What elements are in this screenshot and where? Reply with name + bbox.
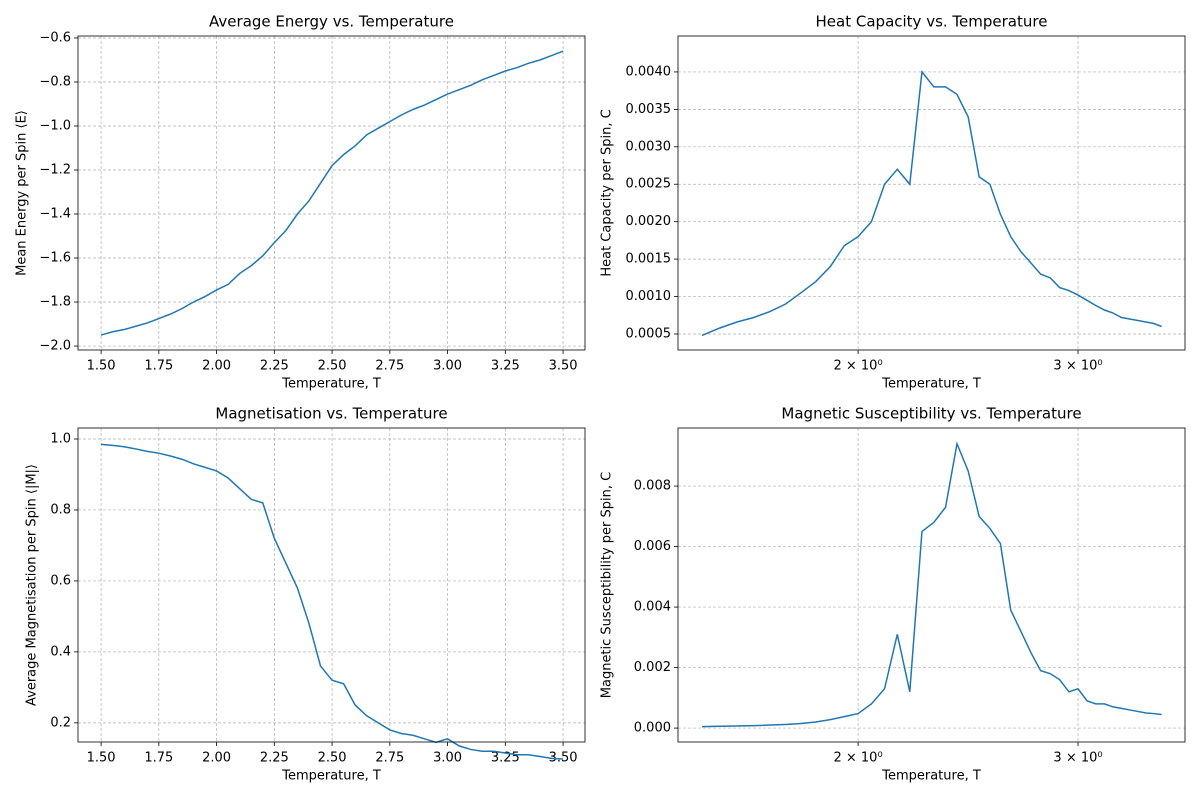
x-tick-label: 2.50	[318, 751, 347, 766]
line	[701, 70, 1162, 337]
x-tick-label: 1.50	[87, 359, 116, 374]
y-tick-label: 0.4	[50, 644, 71, 659]
y-tick-label: 0.0010	[626, 289, 672, 304]
x-tick-label: 3.00	[433, 359, 462, 374]
line	[100, 50, 564, 336]
x-tick-label: 2.25	[260, 359, 289, 374]
plot-frame	[77, 35, 586, 351]
y-axis-label: Mean Energy per Spin ⟨E⟩	[15, 110, 30, 276]
x-tick-label: 2.75	[375, 359, 404, 374]
chart-title: Average Energy vs. Temperature	[209, 13, 454, 31]
y-tick-label: −1.2	[39, 163, 71, 178]
x-tick-label: 2.50	[318, 359, 347, 374]
plot-frame	[77, 427, 586, 743]
x-tick-label: 3.00	[433, 751, 462, 766]
y-tick-label: 0.2	[50, 715, 71, 730]
y-tick-label: −1.0	[39, 118, 71, 133]
x-tick-label: 3 × 10⁰	[1053, 359, 1102, 374]
y-tick-label: 0.0030	[626, 139, 672, 154]
y-axis-label: Average Magnetisation per Spin ⟨|M|⟩	[25, 464, 40, 706]
x-tick-label: 1.75	[144, 359, 173, 374]
x-tick-label: 2.00	[202, 751, 231, 766]
y-axis-label: Heat Capacity per Spin, C	[600, 109, 615, 276]
y-tick-label: 0.8	[50, 502, 71, 517]
x-tick-label: 3.50	[549, 359, 578, 374]
y-tick-label: 0.004	[634, 600, 671, 615]
x-tick-label: 3.25	[491, 359, 520, 374]
plot-frame	[677, 427, 1186, 743]
y-tick-label: 0.0025	[626, 177, 672, 192]
x-axis-label: Temperature, T	[281, 377, 381, 392]
x-tick-label: 3 × 10⁰	[1053, 751, 1102, 766]
y-tick-label: 0.000	[634, 721, 671, 736]
y-tick-label: 0.0015	[626, 252, 672, 267]
x-tick-label: 2 × 10⁰	[833, 751, 882, 766]
y-tick-label: 0.006	[634, 539, 671, 554]
y-tick-label: −1.8	[39, 295, 71, 310]
y-tick-label: 0.0005	[626, 326, 672, 341]
x-axis-label: Temperature, T	[881, 377, 981, 392]
x-axis-label: Temperature, T	[281, 769, 381, 784]
y-tick-label: −0.6	[39, 30, 71, 45]
x-tick-label: 3.50	[549, 751, 578, 766]
y-tick-label: −2.0	[39, 339, 71, 354]
chart-title: Magnetic Susceptibility vs. Temperature	[781, 405, 1081, 423]
x-tick-label: 2.75	[375, 751, 404, 766]
x-tick-label: 2.00	[202, 359, 231, 374]
y-tick-label: 0.002	[634, 660, 671, 675]
y-tick-label: 0.6	[50, 573, 71, 588]
y-tick-label: −1.6	[39, 251, 71, 266]
y-tick-label: 0.008	[634, 479, 671, 494]
line	[702, 441, 1162, 728]
y-tick-label: 1.0	[50, 431, 71, 446]
y-tick-label: −1.4	[39, 207, 71, 222]
y-tick-label: 0.0020	[626, 214, 672, 229]
chart-title: Heat Capacity vs. Temperature	[816, 13, 1048, 31]
x-tick-label: 1.50	[87, 751, 116, 766]
x-tick-label: 1.75	[144, 751, 173, 766]
y-tick-label: −0.8	[39, 74, 71, 89]
y-tick-label: 0.0040	[626, 64, 672, 79]
line	[101, 443, 564, 760]
x-tick-label: 2.25	[260, 751, 289, 766]
x-axis-label: Temperature, T	[881, 769, 981, 784]
x-tick-label: 2 × 10⁰	[833, 359, 882, 374]
plot-frame	[677, 35, 1186, 351]
chart-title: Magnetisation vs. Temperature	[215, 405, 447, 423]
y-tick-label: 0.0035	[626, 102, 672, 117]
y-axis-label: Magnetic Susceptibility per Spin, C	[600, 472, 615, 698]
